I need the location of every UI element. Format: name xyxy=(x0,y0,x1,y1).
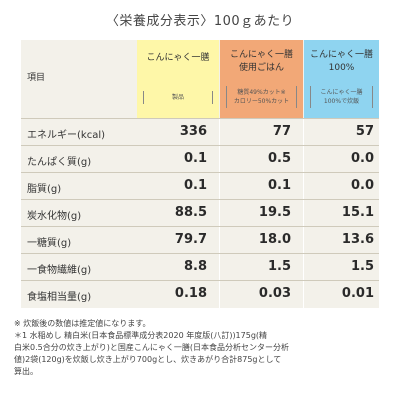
value-product: 0.18 xyxy=(174,286,207,301)
column-subtitle-line: 100%で炊飯 xyxy=(323,98,360,105)
value-rice-mix: 18.0 xyxy=(258,232,291,247)
value-product: 336 xyxy=(179,124,207,139)
value-rice-mix: 0.03 xyxy=(258,286,291,301)
value-rice-mix: 19.5 xyxy=(258,205,291,220)
column-subtitle-line: 糖質49%カット※ xyxy=(237,89,286,96)
table-row-dietary-fiber: 一食物繊維(g) 8.8 1.5 1.5 xyxy=(21,253,379,281)
value-product: 79.7 xyxy=(174,232,207,247)
page-title: 〈栄養成分表示〉100ｇあたり xyxy=(105,14,295,29)
column-header-100-percent: こんにゃく一膳 100% こんにゃく一膳 100%で炊飯 xyxy=(304,40,379,118)
column-subtitle-line: こんにゃく一膳 xyxy=(320,89,363,96)
row-label: たんぱく質(g) xyxy=(27,157,92,168)
footnote-line: 算出。 xyxy=(14,367,38,376)
column-name-line: 100% xyxy=(328,63,355,73)
column-subtitle-line: カロリー50%カット xyxy=(233,98,290,105)
table-row-fat: 脂質(g) 0.1 0.1 0.0 xyxy=(21,172,379,200)
value-100-percent: 57 xyxy=(355,124,374,139)
value-rice-mix: 0.5 xyxy=(267,151,291,166)
value-100-percent: 0.01 xyxy=(341,286,374,301)
value-100-percent: 0.0 xyxy=(350,151,374,166)
column-name: こんにゃく一膳 100% xyxy=(304,40,379,75)
column-name: こんにゃく一膳 xyxy=(146,53,210,63)
row-label: 炭水化物(g) xyxy=(27,211,82,222)
column-header-product: こんにゃく一膳 製品 xyxy=(137,40,219,118)
row-label: 一糖質(g) xyxy=(27,238,72,249)
value-product: 8.8 xyxy=(183,259,207,274)
value-rice-mix: 77 xyxy=(272,124,291,139)
value-100-percent: 1.5 xyxy=(350,259,374,274)
column-name: こんにゃく一膳 使用ごはん xyxy=(220,40,303,75)
value-rice-mix: 1.5 xyxy=(267,259,291,274)
row-header-label: 項目 xyxy=(27,73,46,83)
value-product: 88.5 xyxy=(174,205,207,220)
value-100-percent: 15.1 xyxy=(341,205,374,220)
column-name-line: こんにゃく一膳 xyxy=(229,50,293,60)
row-label: エネルギー(kcal) xyxy=(27,130,105,141)
column-subtitle: 糖質49%カット※ カロリー50%カット xyxy=(226,86,297,108)
column-subtitle: こんにゃく一膳 100%で炊飯 xyxy=(310,86,373,108)
column-name-line: こんにゃく一膳 xyxy=(309,50,373,60)
value-100-percent: 0.0 xyxy=(350,178,374,193)
value-rice-mix: 0.1 xyxy=(267,178,291,193)
value-product: 0.1 xyxy=(183,178,207,193)
footnote-line: ※ 炊飯後の数値は推定値になります。 xyxy=(14,319,151,328)
footnote-line: 値)2袋(120g)を炊飯し炊き上がり700gとし、炊きあがり合計875gとして xyxy=(14,355,282,364)
table-row-sugar: 一糖質(g) 79.7 18.0 13.6 xyxy=(21,226,379,254)
footnotes: ※ 炊飯後の数値は推定値になります。 ＊1 水稲めし 精白米(日本食品標準成分表… xyxy=(14,318,390,378)
column-header-rice-mix: こんにゃく一膳 使用ごはん 糖質49%カット※ カロリー50%カット xyxy=(220,40,303,118)
value-product: 0.1 xyxy=(183,151,207,166)
row-label: 脂質(g) xyxy=(27,184,62,195)
table-row-energy: エネルギー(kcal) 336 77 57 xyxy=(21,118,379,146)
table-row-salt: 食塩相当量(g) 0.18 0.03 0.01 xyxy=(21,280,379,308)
footnote-line: ＊1 水稲めし 精白米(日本食品標準成分表2020 年度版(八訂))175g(精 xyxy=(14,331,268,340)
value-100-percent: 13.6 xyxy=(341,232,374,247)
column-subtitle: 製品 xyxy=(143,91,213,104)
column-name-line: 使用ごはん xyxy=(238,63,284,73)
column-divider xyxy=(219,118,220,308)
column-divider xyxy=(303,118,304,308)
table-row-protein: たんぱく質(g) 0.1 0.5 0.0 xyxy=(21,145,379,173)
footnote-line: 白米0.5合分の炊き上がり)と国産こんにゃく一膳(日本食品分析センター分析 xyxy=(14,343,289,352)
row-label: 一食物繊維(g) xyxy=(27,265,92,276)
table-row-carbohydrate: 炭水化物(g) 88.5 19.5 15.1 xyxy=(21,199,379,227)
row-label: 食塩相当量(g) xyxy=(27,292,92,303)
